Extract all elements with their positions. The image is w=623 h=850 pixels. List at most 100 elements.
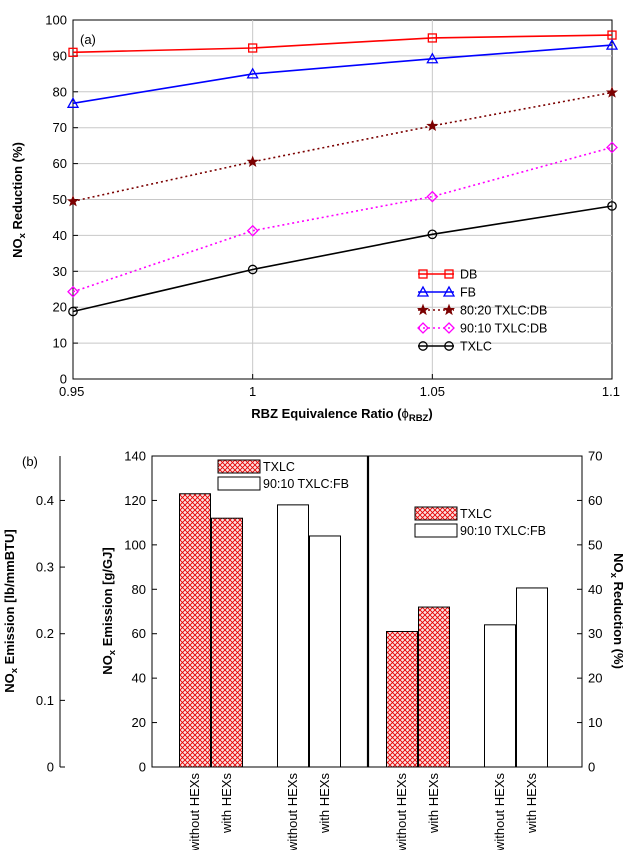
legend-label-90-10-txlc-db: 90:10 TXLC:DB [460, 322, 547, 336]
panel-b-outer-axis-title: NOx Emission [lb/mmBTU] [2, 529, 20, 692]
data-point-80-20-txlc-db [246, 155, 259, 167]
data-point-db [427, 33, 437, 43]
y-tick-label: 60 [53, 156, 67, 171]
left-tick-label: 120 [124, 493, 146, 508]
category-label: without HEXs [187, 773, 202, 850]
legend-label-90-10-txlc-fb: 90:10 TXLC:FB [263, 477, 349, 491]
legend-marker-txlc [444, 341, 454, 351]
panel-b-bars [179, 493, 548, 768]
panel-b-label: (b) [22, 454, 38, 469]
left-tick-label: 20 [132, 715, 146, 730]
panel-a-x-axis-title: RBZ Equivalence Ratio (ϕRBZ) [251, 406, 432, 424]
data-point-fb [246, 67, 259, 79]
bar-hatched-without-hexs [179, 493, 211, 768]
legend-marker-fb [416, 285, 430, 297]
x-tick-label: 0.95 [59, 384, 84, 399]
right-tick-label: 0 [588, 760, 595, 775]
y-tick-label: 50 [53, 192, 67, 207]
outer-tick-label: 0.2 [36, 626, 54, 641]
panel-b: (b) 0 0.1 0.2 0.3 0.4 NOx Emission [lb/mmBTU… [2, 449, 623, 850]
left-tick-label: 100 [124, 537, 146, 552]
legend-label-txlc: TXLC [460, 340, 492, 354]
y-tick-label: 90 [53, 48, 67, 63]
panel-b-right-axis-title: NOx Reduction (%) [608, 553, 623, 669]
x-tick-label: 1.1 [602, 384, 620, 399]
panel-a-legend: DB FB 80:20 TXLC:DB 90:10 TXLC:DB TXLC [416, 268, 547, 354]
legend-marker-db [444, 269, 454, 279]
y-tick-label: 20 [53, 300, 67, 315]
data-point-fb [426, 52, 439, 64]
series-line-db [72, 34, 613, 54]
series-line-txlc [72, 205, 613, 313]
right-tick-label: 30 [588, 626, 602, 641]
legend-swatch-hatched [217, 459, 261, 474]
data-point-txlc [68, 306, 78, 317]
y-tick-label: 80 [53, 84, 67, 99]
right-tick-label: 40 [588, 582, 602, 597]
y-tick-label: 0 [60, 372, 67, 387]
panel-a-y-axis-title: NOx Reduction (%) [10, 142, 28, 258]
data-point-fb [605, 38, 619, 50]
bar-plain-with-hexs [516, 587, 548, 768]
series-90-10-txlc-db [67, 141, 618, 298]
data-point-txlc [427, 229, 438, 240]
series-80-20-txlc-db [66, 86, 619, 207]
series-line-90-10-txlc-db [72, 146, 613, 293]
data-point-db [68, 47, 78, 57]
legend-marker-80-20-txlc-db [416, 303, 430, 316]
panel-b-legends: TXLC 90:10 TXLC:FB TXLC 90:10 TXLC:FB [217, 459, 546, 538]
data-point-db [248, 43, 258, 53]
panel-a-label: (a) [80, 32, 96, 47]
legend-marker-db [418, 269, 428, 279]
outer-tick-label: 0.4 [36, 493, 54, 508]
left-tick-label: 60 [132, 626, 146, 641]
panel-a-y-ticks: 0 10 20 30 40 50 60 70 80 90 100 [45, 13, 78, 387]
left-tick-label: 0 [139, 760, 146, 775]
legend-swatch-plain [217, 476, 261, 491]
series-line-80-20-txlc-db [72, 91, 613, 203]
category-label: without HEXs [492, 773, 507, 850]
legend-swatch-plain [414, 523, 458, 538]
panel-b-left-axis-ticks: 0 20 40 60 80 100 120 140 [124, 449, 157, 775]
category-label: with HEXs [426, 773, 441, 834]
data-point-txlc [607, 201, 617, 211]
legend-label-db: DB [460, 268, 477, 282]
legend-label-80-20-txlc-db: 80:20 TXLC:DB [460, 304, 547, 318]
panel-a-x-ticks: 0.95 1 1.05 1.1 [59, 374, 620, 399]
series-line-fb [72, 44, 613, 105]
legend-marker-80-20-txlc-db [442, 303, 456, 316]
y-tick-label: 40 [53, 228, 67, 243]
legend-label-90-10-txlc-fb: 90:10 TXLC:FB [460, 524, 546, 538]
panel-a: 0 10 20 30 40 50 60 70 80 90 100 0.95 1 1.05 1.1 DB FB… [10, 13, 620, 425]
y-tick-label: 10 [53, 336, 67, 351]
legend-marker-90-10-txlc-db [417, 322, 429, 334]
data-point-90-10-txlc-db [606, 141, 618, 154]
bar-hatched-without-hexs [386, 630, 418, 768]
panel-b-left-axis-title: NOx Emission [g/GJ] [100, 547, 118, 674]
data-point-90-10-txlc-db [426, 190, 439, 203]
data-point-90-10-txlc-db [246, 224, 259, 237]
series-fb [66, 38, 619, 108]
right-tick-label: 20 [588, 671, 602, 686]
outer-tick-label: 0 [47, 760, 54, 775]
legend-marker-90-10-txlc-db [443, 322, 455, 334]
y-tick-label: 70 [53, 120, 67, 135]
x-tick-label: 1 [249, 384, 256, 399]
panel-b-outer-axis-ticks: 0 0.1 0.2 0.3 0.4 [36, 493, 65, 775]
data-point-80-20-txlc-db [66, 194, 80, 207]
data-point-80-20-txlc-db [605, 86, 619, 98]
bar-hatched-with-hexs [211, 517, 243, 768]
bar-hatched-with-hexs [418, 606, 450, 768]
outer-tick-label: 0.3 [36, 560, 54, 575]
left-tick-label: 40 [132, 671, 146, 686]
data-point-80-20-txlc-db [426, 119, 439, 132]
data-point-90-10-txlc-db [67, 285, 79, 298]
category-label: without HEXs [285, 773, 300, 850]
series-db [68, 30, 617, 57]
y-tick-label: 30 [53, 264, 67, 279]
data-point-txlc [247, 264, 258, 275]
outer-tick-label: 0.1 [36, 693, 54, 708]
category-label: with HEXs [317, 773, 332, 834]
bar-plain-without-hexs [484, 624, 516, 768]
